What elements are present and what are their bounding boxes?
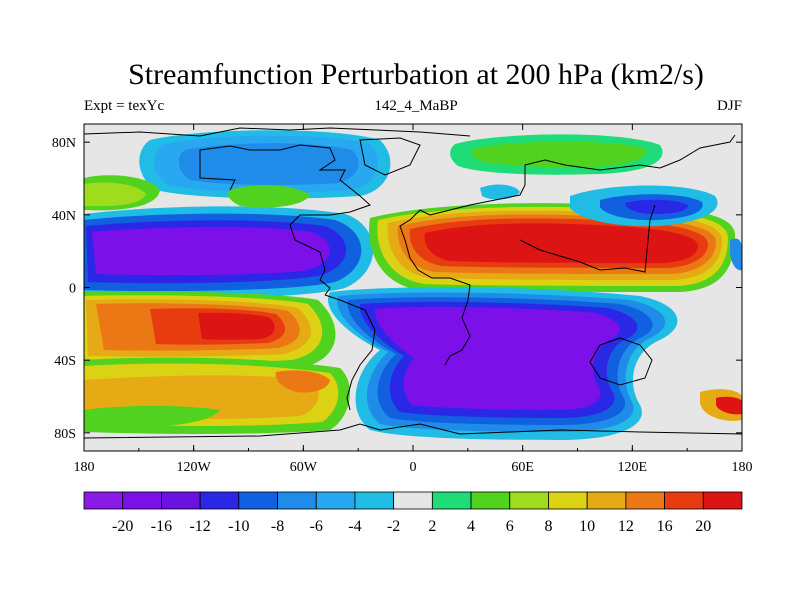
colorbar-box [470,491,511,510]
greenland-coast [359,137,421,176]
lon-tick-label: 180 [732,460,753,475]
contour-region [716,396,742,415]
australia-coast [589,337,653,386]
colorbar-boxes [83,491,743,510]
colorbar-box [277,491,317,510]
contour-region [198,312,275,340]
contour-region [374,306,620,410]
colorbar-label: -8 [271,518,284,535]
contour-region [625,199,688,214]
colorbar-label: 12 [618,518,634,535]
lat-tick-label: 40S [54,354,76,369]
contour-region [178,143,359,185]
experiment-label: Expt = texYc [84,98,165,114]
contour-region [424,223,698,263]
colorbar-label: 2 [428,518,436,535]
lat-tick-label: 0 [69,282,76,297]
arctic-coast [84,127,471,137]
colorbar-label: 16 [657,518,673,535]
eurasia-coast [429,134,736,216]
colorbar-label: 6 [506,518,514,535]
case-label: 142_4_MaBP [374,98,458,114]
contour-region [275,370,330,393]
colorbar-label: -6 [310,518,323,535]
colorbar-label: -4 [348,518,361,535]
contour-region [228,185,310,208]
contour-region [92,227,330,276]
antarctica-coast [84,423,742,439]
lat-tick-label: 40N [52,209,76,224]
colorbar-label: -10 [228,518,249,535]
lat-tick-label: 80N [52,136,76,151]
colorbar-box [238,491,278,510]
lon-tick-label: 60E [511,460,534,475]
colorbar-box [393,491,433,510]
coastlines [84,127,742,439]
colorbar-label: -2 [387,518,400,535]
asia-coast [519,204,656,273]
contour-region [730,238,742,271]
colorbar-box [548,491,588,510]
north-america-coast [199,144,371,296]
contour-region [471,141,646,168]
lon-tick-label: 0 [410,460,417,475]
europe-africa-coast [399,209,471,366]
colorbar-labels: -20 -16 -12 -10 -8 -6 -4 -2 2 4 6 8 10 12 16 20 [112,518,711,535]
contour-region [84,182,146,207]
colorbar-label: 4 [467,518,475,535]
colorbar-box [315,491,356,510]
colorbar-box [702,491,743,510]
contour-region [84,405,220,429]
lon-tick-label: 60W [290,460,318,475]
colorbar-label: 8 [544,518,552,535]
colorbar-box [664,491,704,510]
lon-tick-label: 120E [618,460,648,475]
lon-tick-label: 120W [177,460,212,475]
lon-tick-label: 180 [74,460,95,475]
colorbar-label: -16 [151,518,172,535]
lat-tick-label: 80S [54,427,76,442]
colorbar-label: 20 [695,518,711,535]
axis-ticks: 180 120W 60W 0 60E 120E 180 80N 40N 0 40S 80S [52,124,753,475]
map-title: Streamfunction Perturbation at 200 hPa (… [128,58,704,91]
south-america-coast [324,294,376,411]
colorbar-box [354,491,395,510]
colorbar-box [161,491,201,510]
contour-region [480,184,520,200]
colorbar-box [122,491,162,510]
colorbar-box [625,491,665,510]
colorbar-box [509,491,549,510]
colorbar-label: -12 [189,518,210,535]
colorbar-label: 10 [579,518,595,535]
colorbar-box [199,491,240,510]
contour-field [84,124,742,451]
colorbar-box [586,491,627,510]
colorbar-label: -20 [112,518,133,535]
season-label: DJF [716,98,742,114]
colorbar-box [431,491,472,510]
colorbar-box [83,491,124,510]
